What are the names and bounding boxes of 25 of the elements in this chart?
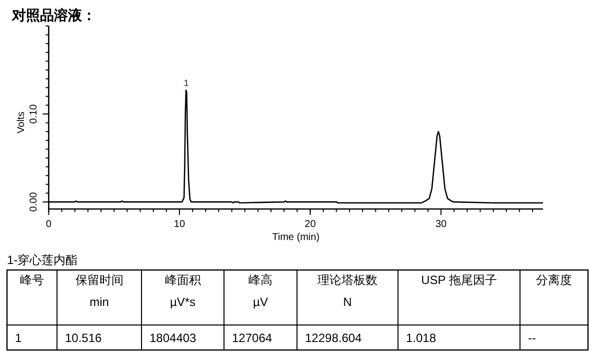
y-axis-title: Volts xyxy=(16,112,27,134)
text: -- xyxy=(528,331,536,345)
x-tick-label: 20 xyxy=(304,219,316,230)
text: 理论塔板数 N xyxy=(318,273,378,309)
x-tick-label: 30 xyxy=(435,219,447,230)
text: 12298.604 xyxy=(305,331,362,345)
text: 保留时间 min xyxy=(75,273,124,309)
annotation: 1 xyxy=(184,78,189,88)
text: 1804403 xyxy=(150,331,197,345)
x-tick-label: 0 xyxy=(46,219,52,230)
text: 分离度 xyxy=(536,273,572,287)
x-axis-title: Time (min) xyxy=(272,232,320,243)
text: 127064 xyxy=(232,331,272,345)
text: USP 拖尾因子 xyxy=(421,273,497,287)
text: 1.018 xyxy=(406,331,436,345)
text: 峰号 xyxy=(20,273,44,287)
text: 10.516 xyxy=(65,331,102,345)
y-tick-label: 0.00 xyxy=(28,192,40,212)
x-tick-label: 10 xyxy=(174,219,186,230)
text: 1-穿心莲内酯 xyxy=(7,253,78,267)
chart-title: 对照品溶液： xyxy=(11,7,96,23)
y-tick-label: 0.10 xyxy=(28,104,40,124)
text: 峰高 µV xyxy=(248,273,272,309)
text: 峰面积 µV*s xyxy=(164,273,201,309)
text: 1 xyxy=(15,331,22,345)
